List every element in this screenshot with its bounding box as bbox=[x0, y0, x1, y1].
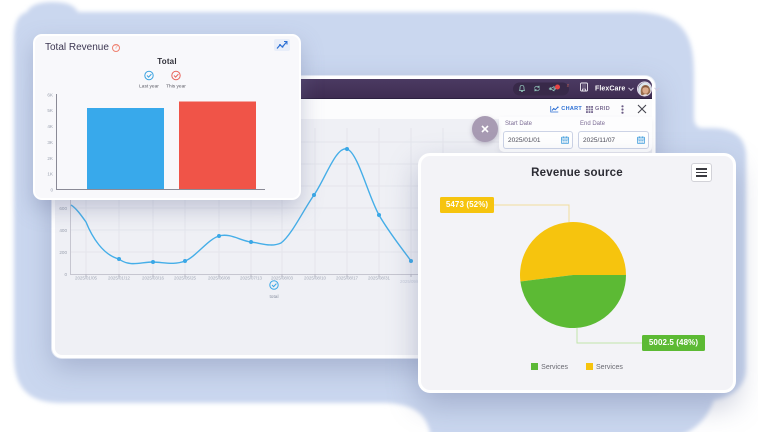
svg-text:0: 0 bbox=[50, 188, 53, 193]
svg-text:6K: 6K bbox=[47, 93, 54, 98]
svg-text:5K: 5K bbox=[47, 108, 54, 113]
svg-text:2025/01/12: 2025/01/12 bbox=[108, 276, 131, 281]
svg-text:4K: 4K bbox=[47, 124, 54, 129]
svg-text:400: 400 bbox=[59, 228, 67, 233]
svg-text:2025/07/13: 2025/07/13 bbox=[240, 276, 263, 281]
svg-text:3K: 3K bbox=[47, 140, 54, 145]
svg-text:0: 0 bbox=[64, 272, 67, 277]
svg-text:2025/09/01: 2025/09/01 bbox=[400, 279, 423, 284]
svg-text:2025/06/08: 2025/06/08 bbox=[208, 276, 231, 281]
svg-text:2025/03/16: 2025/03/16 bbox=[142, 276, 165, 281]
svg-text:2025/08/31: 2025/08/31 bbox=[368, 276, 391, 281]
svg-text:Last year: Last year bbox=[139, 84, 159, 90]
svg-text:2025/08/03: 2025/08/03 bbox=[271, 276, 294, 281]
svg-text:1K: 1K bbox=[47, 172, 54, 177]
svg-text:2K: 2K bbox=[47, 156, 54, 161]
svg-text:This year: This year bbox=[166, 84, 186, 90]
svg-text:2025/08/17: 2025/08/17 bbox=[336, 276, 359, 281]
svg-text:200: 200 bbox=[59, 250, 67, 255]
svg-text:2025/08/10: 2025/08/10 bbox=[304, 276, 327, 281]
svg-text:2025/01/05: 2025/01/05 bbox=[75, 276, 98, 281]
svg-text:total: total bbox=[269, 294, 278, 300]
svg-text:2025/05/25: 2025/05/25 bbox=[174, 276, 197, 281]
svg-text:600: 600 bbox=[59, 206, 67, 211]
